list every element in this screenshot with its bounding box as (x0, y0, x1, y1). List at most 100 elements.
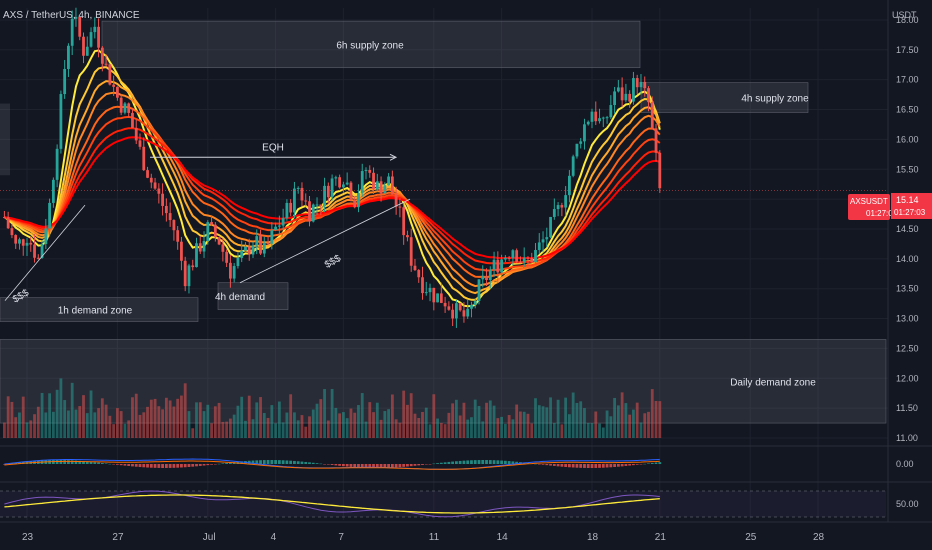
histogram-bar (247, 460, 251, 464)
y-tick-label: 12.50 (896, 343, 919, 353)
histogram-bar (74, 460, 78, 464)
histogram-bar (357, 464, 360, 468)
candle-body (564, 195, 568, 208)
volume-bar (492, 405, 496, 438)
candle-body (624, 93, 628, 101)
histogram-bar (67, 460, 70, 464)
candle-body (507, 257, 511, 259)
candle-body (342, 184, 345, 188)
volume-bar (157, 406, 161, 438)
volume-bar (402, 390, 406, 438)
candle-body (55, 148, 59, 180)
volume-bar (161, 409, 164, 438)
volume-bar (507, 415, 511, 438)
volume-bar (213, 406, 217, 438)
time-axis[interactable]: 23 27 Jul 4 7 11 14 18 21 25 28 (22, 532, 825, 543)
volume-bar (541, 406, 545, 438)
histogram-bar (402, 464, 406, 467)
histogram-bar (421, 464, 424, 465)
candle-body (519, 261, 522, 263)
histogram-bar (643, 463, 647, 465)
volume-bar (191, 428, 195, 438)
histogram-bar (187, 464, 191, 467)
histogram-bar (579, 464, 583, 468)
histogram-bar (304, 461, 308, 464)
candle-body (82, 36, 85, 56)
oscillator-1-pane: 0.00 (0, 445, 932, 470)
candle-body (447, 306, 451, 310)
histogram-bar (266, 460, 270, 464)
volume-bar (439, 422, 443, 438)
histogram-bar (541, 464, 545, 465)
candle-body (138, 140, 142, 147)
histogram-bar (131, 464, 134, 467)
candle-body (293, 188, 296, 213)
price-axis[interactable]: 18.0017.5017.0016.5016.0015.5015.0014.50… (887, 0, 919, 522)
osc1-zero-label: 0.00 (896, 459, 914, 469)
histogram-bar (225, 462, 229, 464)
volume-bar (289, 394, 293, 438)
candle-body (14, 235, 18, 244)
volume-bar (195, 402, 198, 438)
eqh-arrow (389, 153, 398, 161)
histogram-bar (534, 463, 537, 465)
volume-bar (277, 401, 281, 438)
histogram-bar (345, 464, 349, 467)
histogram-bar (424, 464, 428, 465)
histogram-bar (620, 464, 624, 467)
y-tick-label: 12.00 (896, 373, 919, 383)
histogram-bar (127, 464, 131, 467)
candle-body (97, 26, 100, 48)
candle-body (530, 258, 534, 263)
candle-body (213, 224, 217, 238)
candle-body (571, 156, 575, 176)
volume-bar (323, 389, 326, 438)
y-tick-label: 14.50 (896, 224, 919, 234)
volume-bar (451, 403, 455, 438)
trend-line (4, 204, 86, 301)
volume-bar (579, 401, 583, 438)
volume-bar (421, 411, 424, 438)
volume-bar (21, 396, 25, 438)
volume-bar (59, 378, 63, 438)
trend-line (239, 198, 411, 284)
volume-bar (650, 389, 654, 438)
candle-body (236, 257, 240, 267)
volume-bar (458, 415, 462, 438)
histogram-bar (500, 460, 503, 464)
volume-bar (383, 411, 387, 438)
volume-bar (131, 397, 134, 438)
candle-body (372, 172, 375, 190)
volume-bar (119, 411, 123, 438)
candle-body (439, 293, 443, 303)
volume-bar (296, 420, 300, 438)
candle-body (67, 45, 70, 70)
histogram-bar (549, 464, 552, 466)
zone-label: Daily demand zone (730, 377, 816, 388)
volume-bar (443, 424, 447, 438)
candle-body (311, 204, 315, 222)
volume-bar (48, 393, 51, 438)
volume-bar (485, 402, 488, 438)
candle-body (153, 182, 157, 189)
histogram-bar (195, 464, 198, 467)
volume-bar (598, 423, 601, 438)
candle-body (51, 179, 55, 203)
volume-bar (375, 402, 379, 438)
histogram-bar (360, 464, 364, 468)
candle-body (556, 205, 560, 210)
volume-bar (590, 423, 594, 438)
x-tick-label: 14 (497, 532, 509, 543)
candle-body (526, 257, 530, 259)
candle-body (289, 202, 293, 213)
candle-body (658, 152, 662, 189)
histogram-bar (417, 464, 421, 466)
histogram-bar (564, 464, 568, 467)
candle-body (590, 111, 594, 122)
histogram-bar (319, 463, 323, 465)
y-tick-label: 13.50 (896, 284, 919, 294)
candle-body (247, 246, 251, 255)
candle-body (244, 246, 247, 251)
histogram-bar (3, 464, 6, 465)
